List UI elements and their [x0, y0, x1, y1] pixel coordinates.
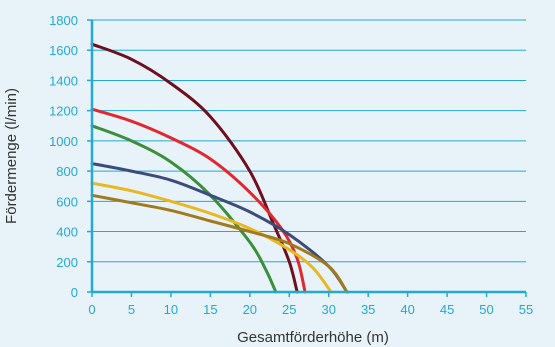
y-tick-label: 1400 [49, 73, 78, 88]
y-tick-label: 0 [71, 285, 78, 300]
y-tick-label: 800 [56, 164, 78, 179]
series-line-5 [90, 181, 333, 294]
tick-labels: 0 200 400 600 800 1000 1200 1400 1600 1800 0 5 10 15 2… [49, 13, 533, 317]
x-tick-label: 25 [282, 302, 296, 317]
x-tick-label: 55 [519, 302, 533, 317]
x-tick-label: 20 [243, 302, 257, 317]
y-axis-title: Fördermenge (l/min) [3, 88, 20, 224]
y-tick-label: 1600 [49, 43, 78, 58]
x-tick-label: 45 [440, 302, 454, 317]
y-tick-label: 1800 [49, 13, 78, 28]
series-line-4 [90, 162, 349, 294]
series-line-6 [90, 193, 349, 294]
y-tick-label: 1200 [49, 104, 78, 119]
x-tick-label: 15 [203, 302, 217, 317]
y-tick-label: 200 [56, 255, 78, 270]
axes [87, 19, 527, 297]
series-line-1 [90, 42, 299, 294]
y-tick-label: 600 [56, 194, 78, 209]
x-tick-label: 10 [164, 302, 178, 317]
x-tick-label: 40 [400, 302, 414, 317]
x-axis-title: Gesamtförderhöhe (m) [237, 329, 389, 346]
x-tick-label: 50 [479, 302, 493, 317]
y-tick-label: 1000 [49, 134, 78, 149]
x-tick-label: 30 [321, 302, 335, 317]
series-line-2 [90, 107, 307, 294]
series-lines [90, 42, 349, 294]
x-tick-label: 35 [361, 302, 375, 317]
gridlines [92, 19, 526, 263]
y-tick-label: 400 [56, 225, 78, 240]
series-line-3 [90, 124, 278, 294]
x-tick-label: 0 [88, 302, 95, 317]
x-tick-label: 5 [128, 302, 135, 317]
